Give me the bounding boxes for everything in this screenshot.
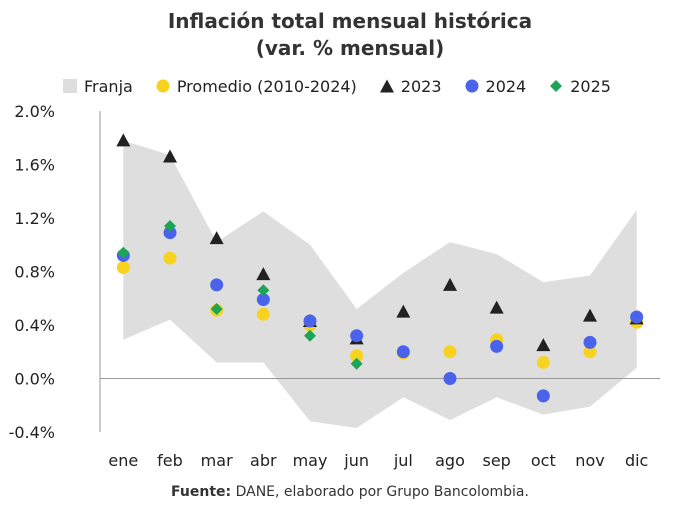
point-2024-circle [163, 226, 177, 240]
point-promedio-circle [443, 345, 457, 359]
point-2023-triangle [116, 133, 131, 147]
x-tick-label: feb [157, 451, 183, 470]
legend-label-2023: 2023 [400, 76, 442, 96]
point-2025-diamond [257, 284, 270, 297]
legend-item-2025: 2025 [548, 77, 611, 96]
x-tick-label: abr [250, 451, 277, 470]
point-2024-circle [536, 389, 550, 403]
point-2025-diamond [164, 220, 176, 233]
x-tick-label: oct [531, 451, 556, 470]
point-2023-triangle [256, 267, 271, 281]
chart-legend: Franja Promedio (2010-2024) 2023 2024 20… [62, 74, 633, 98]
y-tick-label: 0.4% [14, 316, 55, 335]
legend-label-band: Franja [84, 76, 133, 96]
point-2024-circle [350, 329, 364, 343]
source-label: Fuente: [171, 484, 232, 500]
legend-label-2025: 2025 [570, 76, 611, 96]
y-tick-label: 0.0% [14, 370, 55, 389]
point-2025-diamond [117, 246, 130, 259]
point-2023-triangle [163, 149, 177, 163]
point-2024-circle [256, 293, 270, 307]
legend-label-promedio: Promedio (2010-2024) [176, 76, 357, 96]
source-note: Fuente: DANE, elaborado por Grupo Bancol… [0, 484, 700, 500]
x-tick-label: jul [393, 451, 413, 470]
y-tick-label: 0.8% [14, 263, 55, 282]
point-promedio-circle [536, 355, 550, 369]
legend-triangle-marker [379, 79, 394, 93]
x-tick-label: ene [108, 451, 138, 470]
legend-circle-blue-marker [465, 79, 479, 93]
point-2024-circle [443, 372, 457, 385]
legend-band-swatch [63, 79, 77, 93]
y-tick-label: 2.0% [14, 102, 55, 121]
chart-title: Inflación total mensual histórica [167, 9, 533, 33]
y-tick-label: 1.6% [14, 156, 55, 175]
point-2024-circle [630, 310, 644, 324]
point-promedio-circle [256, 307, 270, 321]
x-tick-label: mar [201, 451, 233, 470]
x-tick-label: nov [575, 451, 604, 470]
point-2025-diamond [304, 329, 316, 342]
point-2024-circle [396, 345, 410, 359]
point-2023-triangle [489, 300, 504, 314]
point-promedio-circle [583, 345, 597, 359]
point-promedio-circle [163, 251, 177, 265]
point-2023-triangle [209, 231, 224, 245]
point-promedio-circle [116, 260, 130, 274]
point-2023-triangle [443, 277, 457, 291]
y-tick-label: -0.4% [9, 423, 55, 442]
point-promedio-circle [350, 349, 364, 363]
chart-subtitle: (var. % mensual) [255, 36, 445, 60]
point-2025-diamond [350, 357, 363, 370]
x-tick-label: ago [435, 451, 465, 470]
point-2023-triangle [583, 308, 597, 322]
legend-circle-yellow-marker [156, 79, 170, 93]
legend-item-2024: 2024 [464, 76, 527, 96]
legend-item-promedio: Promedio (2010-2024) [155, 77, 357, 96]
point-2023-triangle [396, 304, 411, 318]
y-tick-label: 1.2% [14, 209, 55, 228]
band-franja [123, 140, 637, 428]
x-tick-label: jun [343, 451, 369, 470]
point-2024-circle [583, 335, 597, 349]
x-tick-label: dic [625, 451, 648, 470]
legend-label-2024: 2024 [485, 76, 527, 96]
point-2024-circle [210, 278, 224, 292]
source-text: DANE, elaborado por Grupo Bancolombia. [231, 484, 529, 500]
point-2025-diamond [210, 302, 223, 315]
legend-item-band: Franja [62, 77, 133, 96]
point-2024-circle [303, 314, 317, 328]
x-tick-label: sep [482, 451, 510, 470]
legend-diamond-marker [550, 80, 563, 92]
x-tick-label: may [293, 451, 328, 470]
legend-item-2023: 2023 [379, 77, 442, 96]
point-2024-circle [490, 339, 504, 353]
point-2023-triangle [536, 338, 551, 352]
